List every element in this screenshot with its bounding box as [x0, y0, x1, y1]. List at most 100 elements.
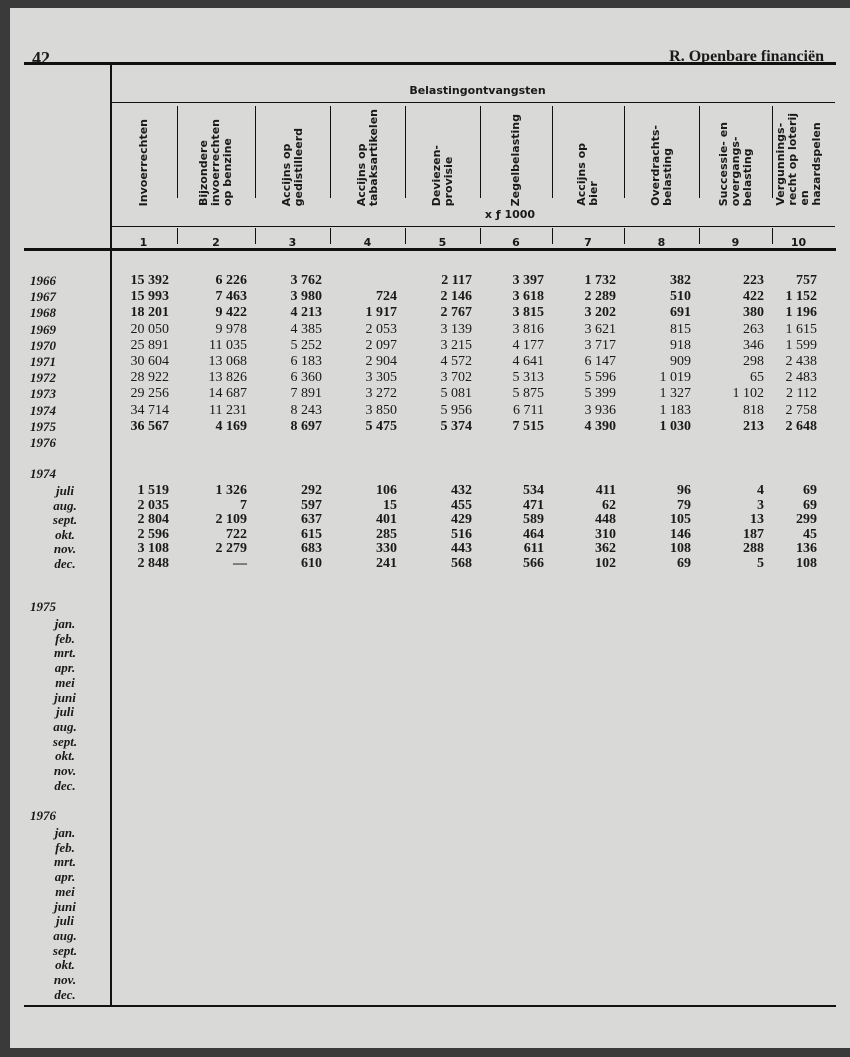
- table-cell: 5 475: [365, 418, 398, 434]
- table-cell: 2 848: [137, 556, 170, 571]
- column-divider: [255, 106, 256, 198]
- column-header-1: Invoerrechten: [110, 116, 177, 206]
- row-label: okt.: [55, 957, 75, 973]
- table-cell: 241: [376, 556, 397, 571]
- table-cell: 1 917: [365, 305, 398, 321]
- table-cell: 29 256: [130, 386, 170, 402]
- group-header: Belastingontvangsten: [409, 84, 546, 97]
- table-cell: 3 850: [365, 402, 398, 418]
- table-cell: 3 272: [365, 386, 398, 402]
- column-divider: [480, 106, 481, 198]
- table-cell: 4: [757, 483, 764, 498]
- table-cell: 380: [743, 305, 764, 321]
- column-number-divider: [255, 228, 256, 244]
- table-cell: 3 936: [584, 402, 617, 418]
- table-cell: 102: [595, 556, 616, 571]
- table-cell: 471: [523, 497, 544, 513]
- table-cell: 8 697: [290, 418, 323, 434]
- table-cell: 69: [677, 556, 691, 571]
- table-cell: 13 826: [208, 370, 248, 386]
- table-cell: 3 702: [440, 370, 473, 386]
- table-cell: 1 183: [659, 402, 692, 418]
- column-header-label: Accijns op bier: [575, 143, 600, 206]
- table-cell: 683: [301, 541, 322, 557]
- column-divider: [699, 106, 700, 198]
- table-cell: 1 615: [785, 321, 818, 337]
- table-cell: 2 648: [785, 418, 818, 434]
- column-header-2: Bijzondere invoerrechten op benzine: [177, 116, 255, 206]
- table-cell: 5 399: [584, 386, 617, 402]
- table-cell: 6 226: [215, 273, 248, 288]
- table-cell: 909: [670, 354, 691, 369]
- row-label: 1976: [30, 808, 56, 823]
- table-cell: 15 993: [130, 289, 170, 305]
- table-cell: 3 717: [584, 337, 617, 353]
- table-cell: 589: [523, 512, 544, 528]
- row-label: jan.: [54, 616, 76, 631]
- table-cell: 2 758: [785, 402, 818, 418]
- table-cell: 918: [670, 337, 691, 353]
- table-cell: 292: [301, 483, 322, 498]
- column-header-label: Deviezen- provisie: [429, 144, 455, 206]
- row-label: dec.: [54, 777, 76, 793]
- table-cell: 346: [743, 337, 764, 353]
- table-cell: 1 102: [732, 386, 765, 402]
- table-cell: 516: [451, 526, 472, 542]
- table-cell: 4 385: [290, 321, 323, 337]
- table-cell: 566: [523, 556, 544, 571]
- table-cell: 818: [743, 402, 764, 418]
- column-divider: [552, 106, 553, 198]
- row-label: aug.: [53, 927, 77, 943]
- row-label: feb.: [55, 630, 75, 646]
- table-cell: 815: [670, 321, 691, 337]
- row-label: 1975: [30, 418, 56, 434]
- column-header-6: Zegelbelasting: [480, 114, 552, 206]
- column-number-divider: [405, 228, 406, 244]
- table-cell: 5: [757, 556, 764, 571]
- row-label: sept.: [52, 942, 78, 958]
- row-label: apr.: [54, 869, 76, 885]
- column-header-7: Accijns op bier: [552, 116, 624, 206]
- column-header-label: Vergunnings- recht op loterij en hazards…: [773, 113, 823, 206]
- table-cell: 2 109: [215, 512, 248, 528]
- column-header-9: Successie- en overgangs- belasting: [699, 116, 772, 206]
- table-cell: 96: [677, 483, 691, 498]
- table-cell: 422: [743, 289, 764, 305]
- table-cell: 4 641: [512, 354, 545, 369]
- column-header-4: Accijns op tabaksartikelen: [330, 109, 405, 206]
- row-label: 1969: [30, 321, 56, 337]
- row-label: juli: [55, 483, 75, 498]
- row-label: dec.: [54, 986, 76, 1002]
- table-cell: 757: [796, 273, 817, 288]
- table-cell: 108: [796, 556, 817, 571]
- table-cell: 15 392: [130, 273, 170, 288]
- table-cell: 9 422: [215, 305, 248, 321]
- table-cell: 411: [595, 483, 616, 498]
- column-number: 10: [790, 236, 807, 249]
- table-cell: 6 711: [513, 402, 544, 418]
- table-cell: 105: [670, 512, 691, 528]
- table-cell: 2 117: [441, 273, 472, 288]
- table-cell: 362: [595, 541, 616, 557]
- unit-label: x ƒ 1000: [484, 208, 536, 221]
- row-label: mrt.: [53, 854, 77, 870]
- row-label: aug.: [53, 497, 77, 513]
- table-cell: 2 804: [137, 512, 170, 528]
- table-cell: 11 231: [209, 402, 247, 418]
- table-cell: 28 922: [130, 370, 170, 386]
- table-cell: 106: [376, 483, 397, 498]
- column-header-label: Successie- en overgangs- belasting: [716, 121, 754, 206]
- row-label: mei: [55, 883, 75, 899]
- table-cell: 3 621: [584, 321, 617, 337]
- document-page: 42 R. Openbare financiën Belastingontvan…: [10, 8, 850, 1048]
- column-header-8: Overdrachts- belasting: [624, 116, 699, 206]
- column-number: 6: [512, 236, 520, 249]
- table-cell: 2 112: [786, 386, 817, 402]
- column-header-5: Deviezen- provisie: [405, 116, 480, 206]
- table-cell: 724: [376, 289, 397, 305]
- group-header-rule: [110, 102, 835, 103]
- table-cell: 2 097: [365, 337, 398, 353]
- table-cell: 7 463: [215, 289, 248, 305]
- table-cell: 610: [301, 556, 322, 571]
- column-header-3: Accijns op gedistilleerd: [255, 116, 330, 206]
